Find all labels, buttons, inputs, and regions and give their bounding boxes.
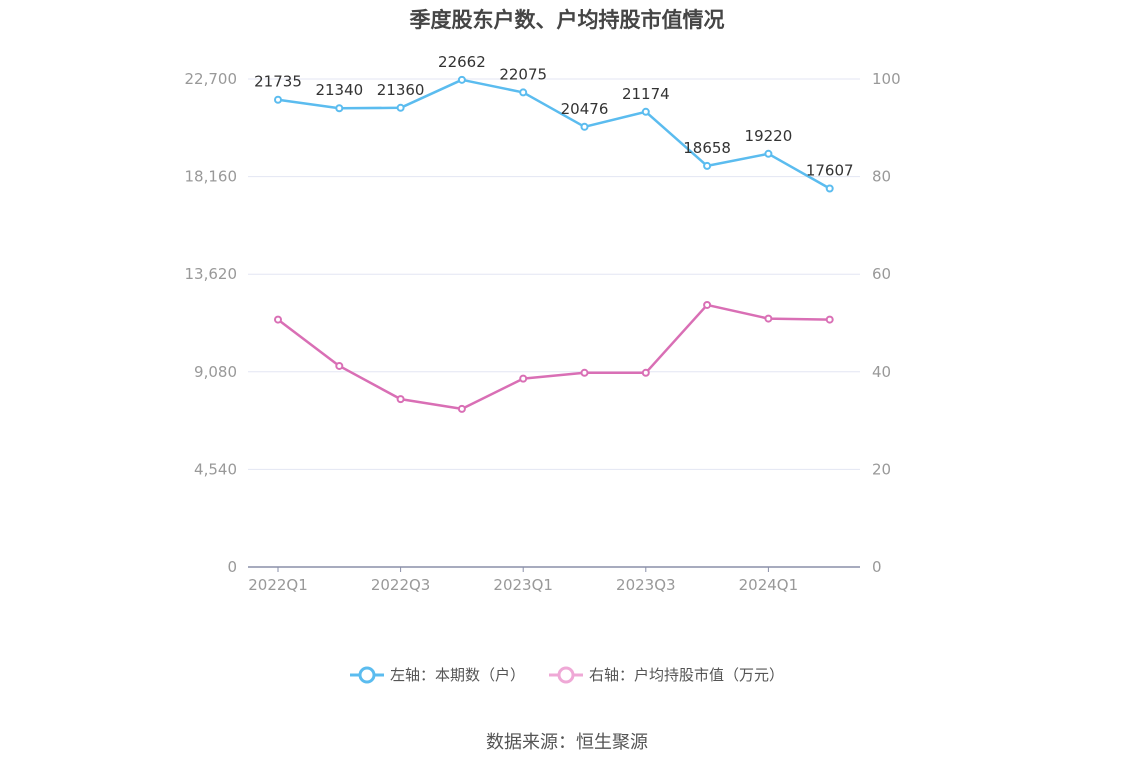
x-tick-label: 2022Q1 xyxy=(248,576,308,594)
data-label: 17607 xyxy=(806,161,854,179)
x-tick-label: 2024Q1 xyxy=(739,576,799,594)
axes: 0 0 4,540 20 9,080 40 13,620 60 18,160 80 22,700 10… xyxy=(185,70,901,594)
data-point xyxy=(580,368,589,377)
data-point xyxy=(519,374,528,383)
data-point xyxy=(274,95,282,104)
y-right-tick-label: 100 xyxy=(872,70,901,88)
data-label: 21735 xyxy=(254,73,302,91)
data-point xyxy=(396,395,405,404)
data-labels: 21735 21340 21360 22662 22075 20476 21174 18658… xyxy=(254,53,853,180)
legend-label-series-2: 右轴：户均持股市值（万元） xyxy=(589,666,785,684)
data-point xyxy=(764,149,773,158)
data-label: 22075 xyxy=(499,65,547,83)
y-left-tick-label: 13,620 xyxy=(185,265,238,283)
data-point xyxy=(580,122,589,131)
y-right-tick-label: 0 xyxy=(872,558,882,576)
legend-line-circle-icon xyxy=(549,666,583,683)
data-label: 20476 xyxy=(561,100,609,118)
y-left-tick-label: 18,160 xyxy=(185,168,238,186)
x-tick-label: 2022Q3 xyxy=(371,576,431,594)
y-left-tick-label: 22,700 xyxy=(185,70,238,88)
series-line-1 xyxy=(277,78,831,190)
data-point xyxy=(335,104,344,113)
data-label: 19220 xyxy=(745,127,793,145)
data-point xyxy=(457,75,466,84)
data-point xyxy=(825,184,834,193)
data-point xyxy=(703,161,712,170)
legend-label-series-1: 左轴：本期数（户） xyxy=(389,666,525,684)
y-right-tick-label: 20 xyxy=(872,460,891,478)
data-point xyxy=(396,103,405,112)
legend: 左轴：本期数（户） 右轴：户均持股市值（万元） xyxy=(0,664,1134,685)
y-left-tick-label: 0 xyxy=(227,558,237,576)
y-right-tick-label: 80 xyxy=(872,168,891,186)
data-point xyxy=(703,300,712,309)
data-point xyxy=(825,315,834,324)
source-note: 数据来源：恒生聚源 xyxy=(486,732,648,753)
data-point xyxy=(519,88,528,97)
data-label: 22662 xyxy=(438,53,486,71)
data-point xyxy=(764,314,773,323)
legend-line-circle-icon xyxy=(349,666,384,683)
series-line-2 xyxy=(277,303,830,411)
data-point xyxy=(457,404,466,413)
data-label: 18658 xyxy=(683,139,731,157)
legend-item-series-1[interactable]: 左轴：本期数（户） xyxy=(349,664,525,685)
data-point xyxy=(274,315,282,324)
y-left-tick-label: 9,080 xyxy=(194,363,237,381)
legend-item-series-2[interactable]: 右轴：户均持股市值（万元） xyxy=(549,664,784,685)
y-right-tick-label: 60 xyxy=(872,265,891,283)
x-tick-label: 2023Q1 xyxy=(493,576,553,594)
data-point xyxy=(641,107,650,116)
data-label: 21340 xyxy=(315,81,363,99)
chart-title: 季度股东户数、户均持股市值情况 xyxy=(409,8,725,32)
y-right-tick-label: 40 xyxy=(872,363,891,381)
x-tick-label: 2023Q3 xyxy=(616,576,676,594)
y-left-tick-label: 4,540 xyxy=(194,460,237,478)
data-label: 21360 xyxy=(377,81,425,99)
data-point xyxy=(335,361,344,370)
data-label: 21174 xyxy=(622,85,670,103)
series xyxy=(274,75,834,413)
data-point xyxy=(641,368,650,377)
